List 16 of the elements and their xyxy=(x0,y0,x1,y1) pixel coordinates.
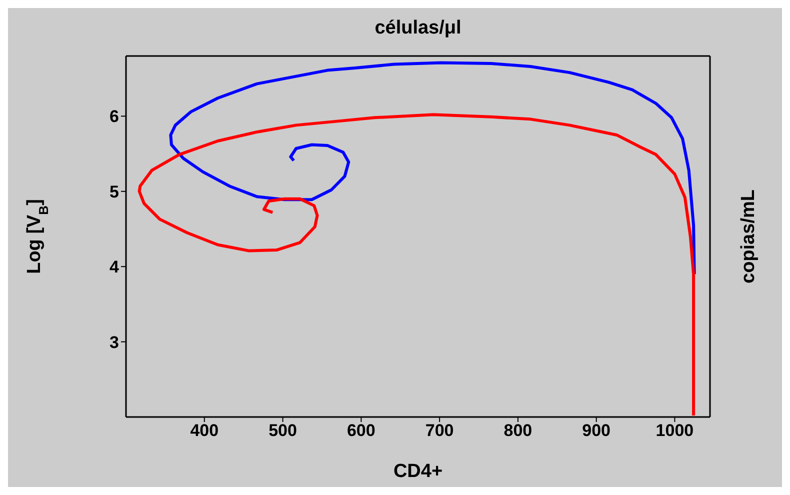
x-tick-label: 800 xyxy=(504,421,532,440)
x-tick-label: 400 xyxy=(190,421,219,440)
x-tick-label: 700 xyxy=(425,421,454,440)
y-tick-label: 4 xyxy=(110,258,120,277)
y-tick-label: 6 xyxy=(110,107,119,126)
x-tick-label: 600 xyxy=(346,421,376,440)
x2-axis-title: células/μl xyxy=(374,17,462,38)
x-tick-label: 500 xyxy=(268,421,297,440)
x-tick-label: 1000 xyxy=(656,421,694,440)
x-tick-label: 900 xyxy=(582,421,611,440)
x-axis-title: CD4+ xyxy=(393,461,443,482)
line-series xyxy=(138,113,696,417)
y-tick-label: 5 xyxy=(110,182,119,202)
y2-axis-title: copias/mL xyxy=(738,189,759,284)
line-series xyxy=(169,61,696,276)
y-tick-label: 3 xyxy=(110,332,119,352)
